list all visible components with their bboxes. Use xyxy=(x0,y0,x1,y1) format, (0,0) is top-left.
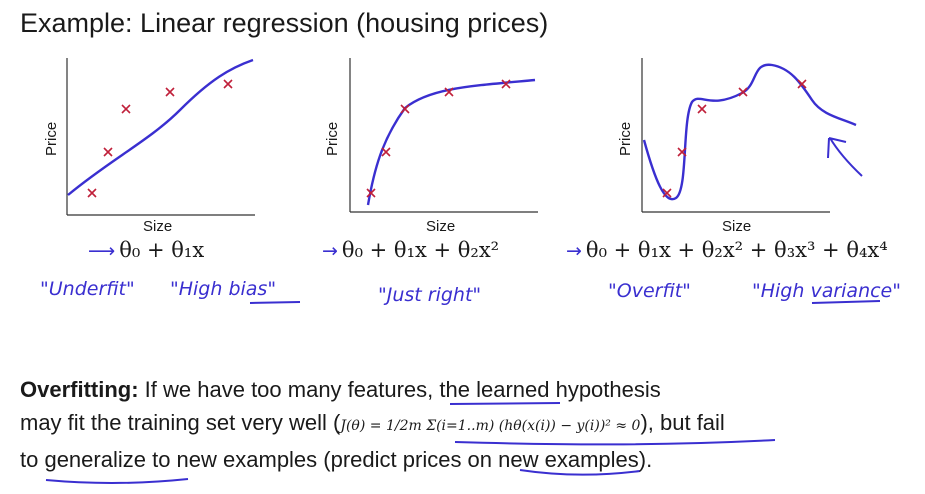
slide-title: Example: Linear regression (housing pric… xyxy=(20,8,549,38)
underline-predict-prices xyxy=(519,469,641,476)
plot1-point xyxy=(223,79,233,89)
plot1-xlabel: Size xyxy=(143,218,173,235)
paragraph-line-3: to generalize to new examples (predict p… xyxy=(20,447,653,472)
plot3-point xyxy=(677,147,687,157)
plot2-point xyxy=(381,147,391,157)
underline-high-bias xyxy=(249,301,301,304)
plot2-point xyxy=(366,188,376,198)
plot3-point xyxy=(797,79,807,89)
underline-high-variance xyxy=(811,300,881,304)
underline-generalize xyxy=(45,478,189,484)
paragraph-line-2: may fit the training set very well (J(θ)… xyxy=(20,410,725,435)
plot1-point xyxy=(121,104,131,114)
plot2-point xyxy=(400,104,410,114)
plot2-point xyxy=(501,79,511,89)
plot1-point xyxy=(165,87,175,97)
plot3-point xyxy=(662,188,672,198)
annotation-overfit: "Overfit" xyxy=(608,280,691,302)
annotation-high-bias: "High bias" xyxy=(170,278,277,300)
plot2-fit-curve xyxy=(366,78,536,206)
underline-formula xyxy=(454,439,776,446)
plot1-point xyxy=(103,147,113,157)
plot3-ylabel: Price xyxy=(617,121,634,156)
annotation-underfit: "Underfit" xyxy=(40,278,135,300)
plot1-ylabel: Price xyxy=(43,121,60,156)
annotation-just-right: "Just right" xyxy=(378,284,482,306)
plot2-point xyxy=(444,87,454,97)
underline-features xyxy=(449,402,561,405)
plot3-point xyxy=(738,87,748,97)
paragraph-line-1: Overfitting: If we have too many feature… xyxy=(20,377,661,402)
plot1-point xyxy=(87,188,97,198)
plot2-ylabel: Price xyxy=(324,121,341,156)
cost-function-formula: J(θ) = 1/2m Σ(i=1..m) (hθ(x(i)) − y(i))²… xyxy=(340,418,641,434)
overfitting-definition: Overfitting: If we have too many feature… xyxy=(20,373,910,476)
arrow-icon: → xyxy=(322,240,338,262)
formula-overfit: → θ₀ + θ₁x + θ₂x² + θ₃x³ + θ₄x⁴ xyxy=(566,238,888,262)
arrow-icon: ⟶ xyxy=(88,240,116,262)
plot3-point xyxy=(697,104,707,114)
plot3-fit-curve xyxy=(642,63,857,201)
plot3-arrow-annotation xyxy=(827,137,863,177)
plot3-xlabel: Size xyxy=(722,218,752,235)
formula-just-right: → θ₀ + θ₁x + θ₂x² xyxy=(322,238,500,262)
plot2-xlabel: Size xyxy=(426,218,456,235)
plot1-fit-line xyxy=(67,58,254,196)
formula-underfit: ⟶ θ₀ + θ₁x xyxy=(88,238,205,262)
annotation-high-variance: "High variance" xyxy=(752,280,901,302)
term-overfitting: Overfitting: xyxy=(20,377,139,402)
arrow-icon: → xyxy=(566,240,582,262)
